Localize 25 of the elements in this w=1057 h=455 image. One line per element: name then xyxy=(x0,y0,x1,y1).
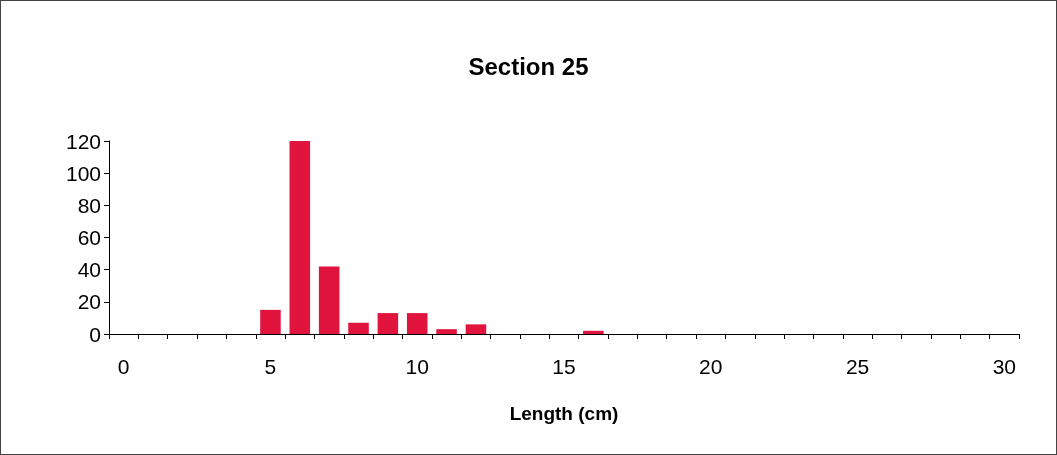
bar xyxy=(583,330,604,334)
bar xyxy=(465,324,487,334)
x-tick-label: 25 xyxy=(845,355,870,378)
bar xyxy=(436,329,457,334)
y-tick-label: 80 xyxy=(77,193,101,217)
y-tick-label: 40 xyxy=(77,258,101,282)
x-tick-label: 0 xyxy=(117,355,130,378)
bar xyxy=(318,266,340,334)
y-tick-label: 0 xyxy=(89,322,101,346)
y-tick-label: 120 xyxy=(65,129,101,153)
x-tick-label: 30 xyxy=(992,355,1016,378)
x-tick-label: 20 xyxy=(699,355,723,378)
x-axis-title: Length (cm) xyxy=(509,403,619,424)
x-tick-label: 15 xyxy=(552,355,576,378)
y-tick-label: 60 xyxy=(77,226,101,249)
bar xyxy=(260,309,281,334)
bar xyxy=(406,313,428,334)
bar xyxy=(289,141,311,334)
bar xyxy=(348,322,369,334)
y-tick-label: 100 xyxy=(65,161,101,185)
chart-title: Section 25 xyxy=(468,52,589,80)
x-tick-label: 5 xyxy=(264,355,277,378)
bar xyxy=(377,313,399,334)
y-tick-label: 20 xyxy=(77,290,101,314)
x-tick-label: 10 xyxy=(405,355,429,378)
